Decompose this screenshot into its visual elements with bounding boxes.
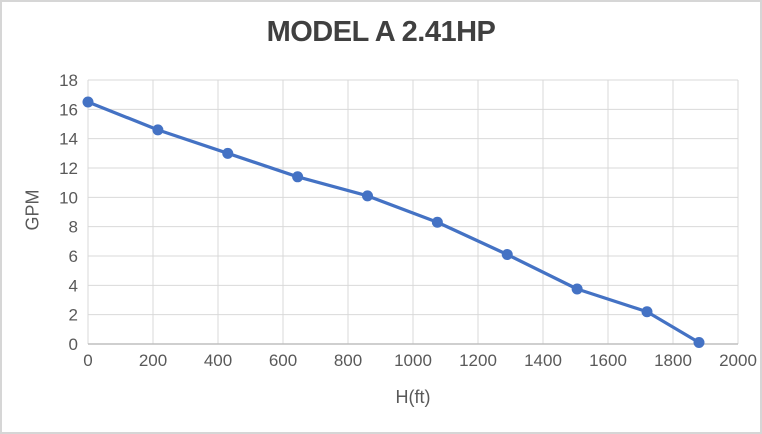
data-point-marker (152, 124, 164, 136)
data-point-marker (693, 337, 705, 349)
data-point-marker (641, 306, 653, 318)
data-point-marker (82, 96, 94, 108)
x-axis-title: H(ft) (395, 387, 431, 407)
x-tick-label: 1000 (394, 351, 432, 370)
data-point-marker (501, 249, 513, 261)
series-line (86, 100, 701, 345)
x-tick-label: 600 (269, 351, 297, 370)
y-tick-label: 14 (59, 130, 78, 149)
x-tick-label: 400 (204, 351, 232, 370)
y-tick-label: 8 (69, 218, 78, 237)
y-tick-label: 12 (59, 159, 78, 178)
data-point-marker (571, 283, 583, 295)
y-tick-label: 6 (69, 247, 78, 266)
x-tick-label: 1800 (654, 351, 692, 370)
chart-title: MODEL A 2.41HP (266, 16, 496, 48)
x-tick-label: 2000 (719, 351, 757, 370)
data-point-marker (431, 216, 443, 228)
y-tick-label: 4 (69, 276, 78, 295)
data-point-marker (362, 190, 373, 202)
x-tick-label: 800 (334, 351, 362, 370)
x-tick-label: 200 (139, 351, 167, 370)
y-tick-label: 10 (59, 188, 78, 207)
y-tick-label: 16 (59, 100, 78, 119)
y-tick-label: 0 (69, 335, 78, 354)
data-point-marker (292, 171, 304, 183)
data-point-marker (222, 147, 234, 159)
y-tick-label: 2 (69, 306, 78, 325)
x-tick-label: 1400 (524, 351, 562, 370)
y-tick-label: 18 (59, 71, 78, 90)
x-tick-label: 1600 (589, 351, 627, 370)
x-tick-label: 0 (83, 351, 92, 370)
x-tick-label: 1200 (459, 351, 497, 370)
